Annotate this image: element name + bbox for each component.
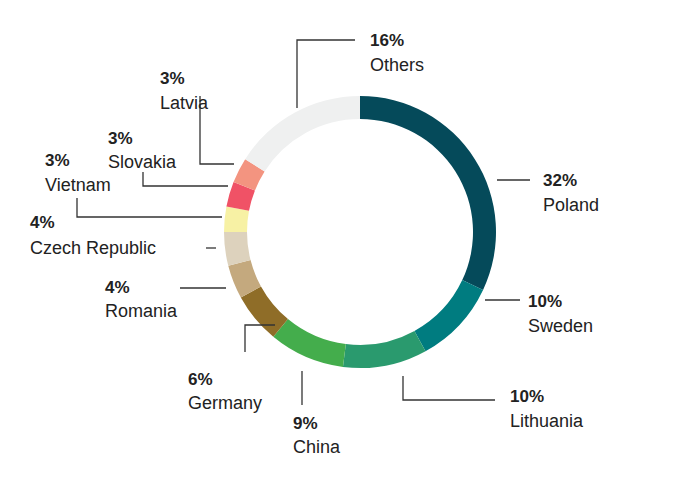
leader-line xyxy=(497,179,530,180)
category-label: Poland xyxy=(543,195,599,215)
leader-line xyxy=(297,40,355,108)
labels: 32% Poland 10% Sweden 10% Lithuania 9% China 6% G… xyxy=(30,31,599,457)
value-label: 10% xyxy=(510,387,544,406)
slice xyxy=(241,286,288,336)
slice xyxy=(414,280,483,351)
value-label: 16% xyxy=(370,31,404,50)
chart-container: 32% Poland 10% Sweden 10% Lithuania 9% China 6% G… xyxy=(0,0,699,499)
value-label: 3% xyxy=(45,151,70,170)
leader-line xyxy=(301,371,302,405)
slice xyxy=(273,319,346,367)
slice xyxy=(224,232,251,266)
value-label: 3% xyxy=(108,129,133,148)
leader-line xyxy=(143,172,228,186)
value-label: 4% xyxy=(30,213,55,232)
category-label: Czech Republic xyxy=(30,238,156,258)
category-label: Slovakia xyxy=(108,152,177,172)
slice xyxy=(228,260,261,297)
leader-line xyxy=(245,325,275,352)
category-label: Vietnam xyxy=(45,175,111,195)
chart-svg: 32% Poland 10% Sweden 10% Lithuania 9% China 6% G… xyxy=(0,0,699,499)
value-label: 4% xyxy=(105,278,130,297)
slice xyxy=(245,96,360,171)
category-label: Lithuania xyxy=(510,411,584,431)
leader-line xyxy=(403,376,495,400)
category-label: Others xyxy=(370,55,424,75)
category-label: Sweden xyxy=(528,316,593,336)
leader-line xyxy=(206,247,216,248)
value-label: 9% xyxy=(293,414,318,433)
category-label: China xyxy=(293,437,341,457)
slice xyxy=(343,331,426,368)
slice xyxy=(224,207,249,232)
value-label: 6% xyxy=(188,370,213,389)
slice xyxy=(360,96,496,290)
value-label: 32% xyxy=(543,171,577,190)
leader-line xyxy=(77,198,222,217)
slices xyxy=(224,96,496,368)
category-label: Germany xyxy=(188,393,262,413)
category-label: Latvia xyxy=(160,93,209,113)
category-label: Romania xyxy=(105,301,178,321)
leader-line xyxy=(485,299,520,300)
leader-line xyxy=(180,287,226,288)
value-label: 3% xyxy=(160,69,185,88)
value-label: 10% xyxy=(528,292,562,311)
